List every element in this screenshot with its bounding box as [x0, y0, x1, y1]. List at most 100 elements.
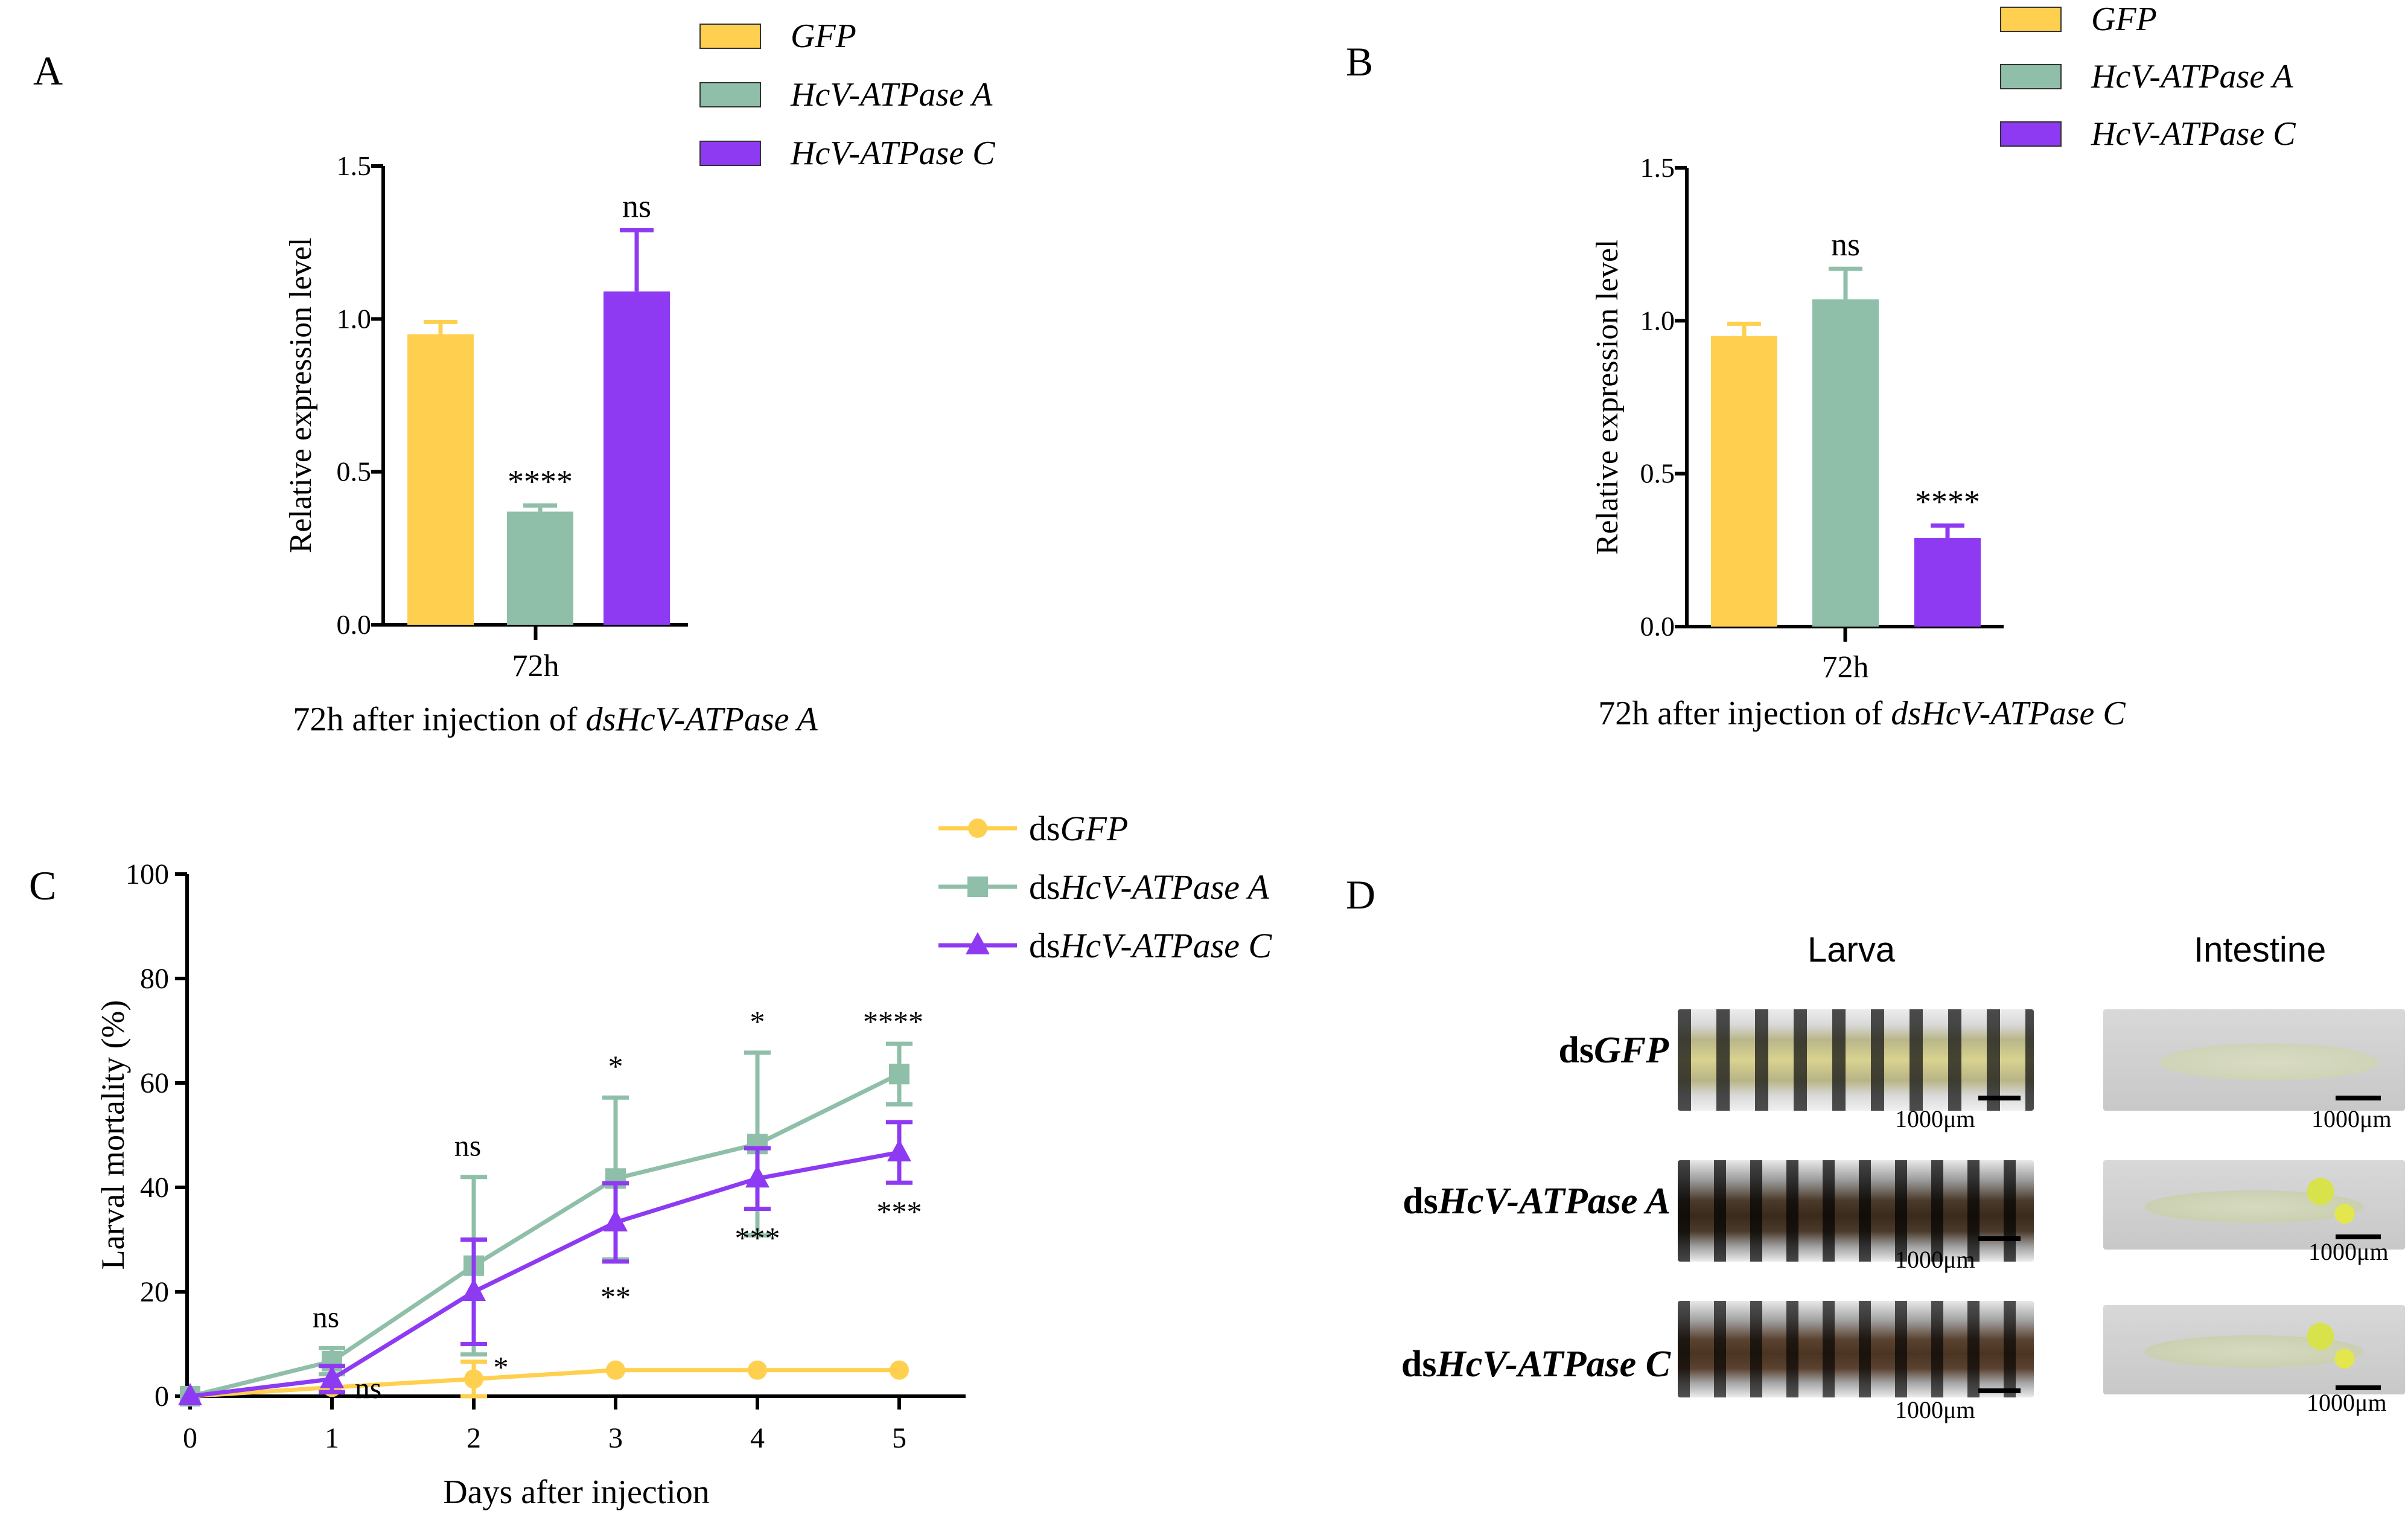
y-tick-label: 1.5 [337, 150, 372, 181]
significance-label: * [750, 1004, 765, 1038]
scale-label: 1000μm [1895, 1396, 1975, 1423]
intestine-photo-dsgfp [2103, 1009, 2405, 1111]
bar-hcv-atpase-a [507, 511, 573, 625]
scale-bar [2336, 1234, 2381, 1239]
bar-hcv-atpase-c [604, 291, 670, 625]
significance-label: **** [863, 1004, 923, 1038]
x-tick-label: 72h [1822, 650, 1869, 685]
legend-label: GFP [791, 18, 856, 55]
data-point [890, 1360, 909, 1380]
significance-label: * [494, 1350, 509, 1384]
y-tick-label: 0.5 [1640, 458, 1675, 489]
significance-label: ns [454, 1129, 481, 1163]
data-point [178, 1383, 202, 1405]
x-tick-label: 3 [608, 1422, 623, 1454]
larva-photo-dsatpase-c [1678, 1301, 2034, 1397]
significance-label: * [608, 1049, 623, 1083]
chart-c: 0 20 40 60 80 100 0 1 2 3 4 5 Days after injection La… [95, 809, 1273, 1511]
bar-hcv-atpase-c [1914, 538, 1981, 627]
data-point [320, 1365, 344, 1388]
panel-letter-b: B [1346, 39, 1373, 85]
y-tick-label: 0.0 [337, 609, 372, 640]
data-point [889, 1064, 909, 1085]
scale-label: 1000μm [1895, 1246, 1975, 1273]
data-point [745, 1165, 769, 1188]
legend-label: dsGFP [1029, 809, 1128, 848]
legend-label: GFP [2091, 1, 2157, 38]
significance-label: *** [877, 1195, 922, 1228]
row-label-dsatpase-a: dsHcV-ATPase A [1403, 1181, 1671, 1222]
y-tick-label: 100 [126, 858, 169, 890]
larva-photo-dsatpase-a [1678, 1160, 2034, 1262]
significance-label: ns [622, 188, 651, 224]
series-line [190, 1072, 900, 1399]
x-tick-label: 0 [183, 1422, 197, 1454]
significance-label: **** [1915, 484, 1980, 520]
x-axis-label: 72h after injection of dsHcV-ATPase A [293, 701, 818, 738]
scale-label: 1000μm [2311, 1105, 2392, 1132]
col-header-larva: Larva [1808, 930, 1896, 969]
y-tick-label: 80 [140, 963, 169, 995]
scale-label: 1000μm [2308, 1238, 2389, 1265]
legend-label: HcV-ATPase A [790, 76, 993, 113]
y-tick-label: 1.5 [1640, 152, 1675, 183]
x-tick-label: 4 [750, 1422, 765, 1454]
legend-swatch [699, 141, 761, 166]
row-label-dsgfp: dsGFP [1558, 1030, 1669, 1071]
scale-label: 1000μm [1895, 1105, 1975, 1132]
data-point [968, 819, 987, 838]
y-tick-label: 1.0 [1640, 305, 1675, 336]
scale-bar [1978, 1096, 2021, 1100]
legend-swatch [2000, 64, 2062, 89]
panel-letter-d: D [1346, 872, 1375, 918]
intestine-photo-dsatpase-c [2103, 1305, 2405, 1394]
bar-gfp [407, 334, 474, 625]
data-point [966, 932, 990, 954]
chart-b: 0.0 0.5 1.0 1.5 72h 72h after injection of ds… [1590, 1, 2296, 732]
scale-bar [1978, 1236, 2021, 1241]
legend-label: HcV-ATPase C [2091, 115, 2296, 153]
y-tick-label: 40 [140, 1172, 169, 1204]
y-axis-label: Larval mortality (%) [95, 1000, 131, 1270]
x-tick-label: 72h [512, 649, 559, 683]
significance-label: ns [1831, 226, 1860, 263]
data-point [606, 1360, 625, 1380]
data-point [887, 1139, 911, 1162]
row-label-dsatpase-c: dsHcV-ATPase C [1401, 1344, 1671, 1385]
panel-letter-a: A [33, 48, 63, 94]
scale-label: 1000μm [2307, 1389, 2387, 1416]
scale-bar [2336, 1096, 2381, 1100]
legend-label: dsHcV-ATPase C [1029, 926, 1273, 965]
larva-photo-dsgfp [1678, 1009, 2034, 1111]
col-header-intestine: Intestine [2194, 930, 2327, 969]
series-line [190, 1368, 899, 1399]
chart-a: 0.0 0.5 1.0 1.5 72h 72h after injection of ds… [284, 18, 995, 738]
y-axis-label: Relative expression level [284, 238, 318, 554]
legend-swatch [699, 24, 761, 49]
y-tick-label: 0 [154, 1381, 169, 1413]
legend-label: HcV-ATPase A [2091, 58, 2293, 95]
x-axis-label: 72h after injection of dsHcV-ATPase C [1598, 695, 2126, 732]
legend-label: dsHcV-ATPase A [1029, 867, 1269, 907]
x-axis-label: Days after injection [443, 1474, 710, 1511]
legend-swatch [699, 82, 761, 107]
significance-label: ** [600, 1280, 631, 1314]
data-point [604, 1209, 628, 1231]
y-tick-label: 20 [140, 1276, 169, 1308]
data-point [967, 876, 988, 897]
x-tick-label: 5 [892, 1422, 906, 1454]
legend-swatch [2000, 121, 2062, 147]
significance-label: **** [508, 463, 573, 499]
x-tick-label: 1 [325, 1422, 339, 1454]
bar-gfp [1711, 336, 1777, 627]
y-tick-label: 0.5 [337, 456, 372, 487]
scale-bar [1978, 1388, 2021, 1393]
data-point [748, 1360, 767, 1380]
y-tick-label: 60 [140, 1067, 169, 1099]
y-axis-label: Relative expression level [1590, 240, 1625, 555]
y-tick-label: 1.0 [337, 303, 372, 334]
x-tick-label: 2 [467, 1422, 481, 1454]
significance-label: ns [313, 1300, 339, 1333]
series-line [190, 1150, 900, 1399]
